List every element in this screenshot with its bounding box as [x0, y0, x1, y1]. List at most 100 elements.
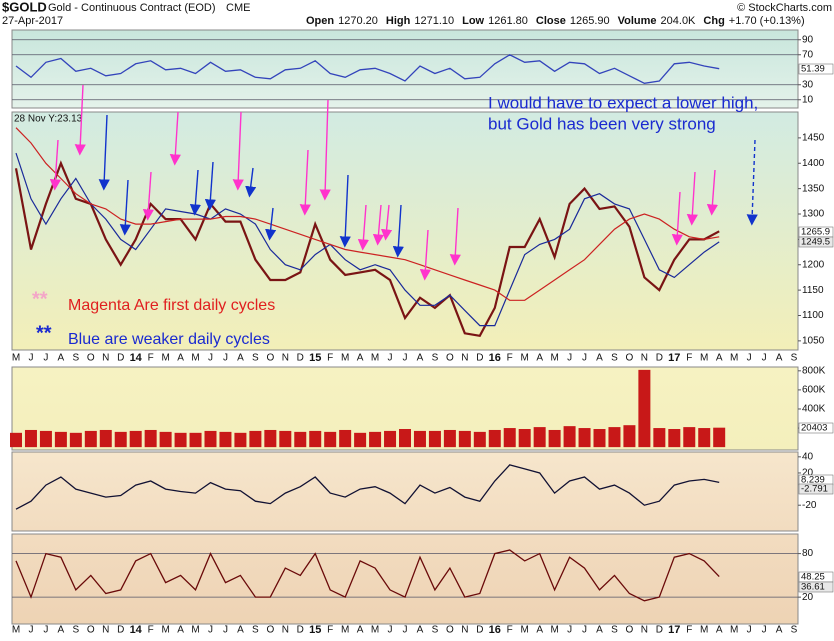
cycle-arrow [357, 204, 370, 251]
panel [11, 111, 799, 351]
x-tick-label: M [550, 353, 558, 364]
stat-value: 1261.80 [488, 15, 528, 27]
readout: 36.61 [801, 582, 825, 593]
bar [548, 429, 561, 448]
x-tick-label: J [747, 353, 752, 364]
x-tick-label: S [611, 353, 618, 364]
x-tick-label: 17 [668, 624, 680, 636]
stat-label: Open [306, 15, 334, 27]
y-tick-label: 1050 [802, 336, 825, 347]
y-tick-label: 10 [802, 94, 814, 105]
x-tick-label: A [237, 353, 244, 364]
x-tick-label: S [791, 353, 798, 364]
bar [10, 432, 22, 448]
legend-text: Blue are weaker daily cycles [68, 331, 270, 348]
y-tick-label: 1100 [802, 310, 824, 321]
instrument-name: Gold - Continuous Contract (EOD) [48, 2, 216, 14]
cycle-arrow [204, 161, 216, 211]
x-tick-label: O [266, 625, 274, 636]
bar [518, 429, 531, 448]
x-tick-label: A [596, 353, 603, 364]
cycle-arrow [671, 191, 683, 246]
series-line [15, 54, 720, 84]
symbol: $GOLD [2, 0, 47, 14]
x-tick-label: J [403, 353, 408, 364]
x-tick-label: S [73, 353, 80, 364]
cycle-arrow [74, 84, 86, 156]
bar [249, 430, 262, 448]
x-tick-label: N [102, 625, 109, 636]
x-tick-label: J [582, 625, 587, 636]
x-tick-label: O [266, 353, 274, 364]
x-tick-label: A [716, 625, 723, 636]
x-tick-label: A [237, 625, 244, 636]
bar [144, 429, 157, 448]
bar [354, 432, 367, 448]
bar [219, 431, 232, 448]
x-tick-label: O [626, 353, 634, 364]
y-tick-label: 400K [802, 404, 826, 415]
bar [399, 429, 411, 448]
cycle-arrow [189, 169, 202, 216]
x-tick-label: D [476, 625, 483, 636]
x-tick-label: F [327, 625, 333, 636]
x-tick-label: A [357, 353, 364, 364]
bar [339, 429, 352, 448]
y-tick-label: 1300 [802, 209, 825, 220]
y-tick-label: -20 [802, 500, 817, 511]
legend-text: Magenta Are first daily cycles [68, 297, 275, 314]
y-tick-label: 20 [802, 468, 814, 479]
x-tick-label: N [641, 625, 648, 636]
bar [264, 429, 277, 448]
bar [593, 429, 606, 448]
readout: 48.25 [801, 572, 825, 583]
bar [653, 428, 666, 448]
cycle-arrow [169, 111, 181, 166]
stat-value: 204.0K [661, 15, 697, 27]
y-tick-label: 70 [802, 49, 814, 60]
x-tick-label: S [432, 353, 439, 364]
x-tick-label: J [28, 625, 33, 636]
x-tick-label: A [596, 625, 603, 636]
x-tick-label: O [626, 625, 634, 636]
readout: -2.791 [801, 484, 828, 495]
readout: 20403 [801, 423, 827, 434]
bar [129, 430, 142, 448]
date: 27-Apr-2017 [2, 15, 63, 27]
x-tick-label: 15 [309, 352, 321, 364]
bar [563, 426, 576, 448]
bar [683, 427, 696, 448]
x-tick-label: J [747, 625, 752, 636]
bar [114, 431, 127, 448]
x-tick-label: A [776, 625, 783, 636]
x-tick-label: O [87, 353, 95, 364]
x-tick-label: S [252, 625, 259, 636]
x-tick-label: N [461, 625, 468, 636]
x-tick-label: J [388, 353, 393, 364]
x-tick-label: 14 [130, 352, 143, 364]
stat-label: Low [462, 15, 484, 27]
readout-box [798, 581, 834, 593]
x-tick-label: M [161, 353, 169, 364]
x-tick-label: J [208, 625, 213, 636]
x-tick-label: J [208, 353, 213, 364]
crosshair-label: 28 Nov Y:23.13 [14, 114, 83, 125]
stat-label: Volume [618, 15, 657, 27]
x-tick-label: F [686, 625, 692, 636]
note: I would have to expect a lower high, [488, 93, 758, 112]
cycle-arrow [142, 171, 154, 221]
bar [234, 432, 247, 448]
series-line [15, 464, 720, 510]
x-tick-label: F [686, 353, 692, 364]
stat-value: +1.70 (+0.13%) [729, 15, 805, 27]
bar [174, 432, 187, 448]
readout: 8.239 [801, 475, 825, 486]
x-tick-label: M [521, 625, 529, 636]
bar [638, 369, 651, 448]
cycle-arrow [419, 229, 431, 281]
copyright: © StockCharts.com [737, 2, 832, 14]
bar [428, 430, 441, 448]
x-tick-label: J [28, 353, 33, 364]
bar [204, 430, 217, 448]
